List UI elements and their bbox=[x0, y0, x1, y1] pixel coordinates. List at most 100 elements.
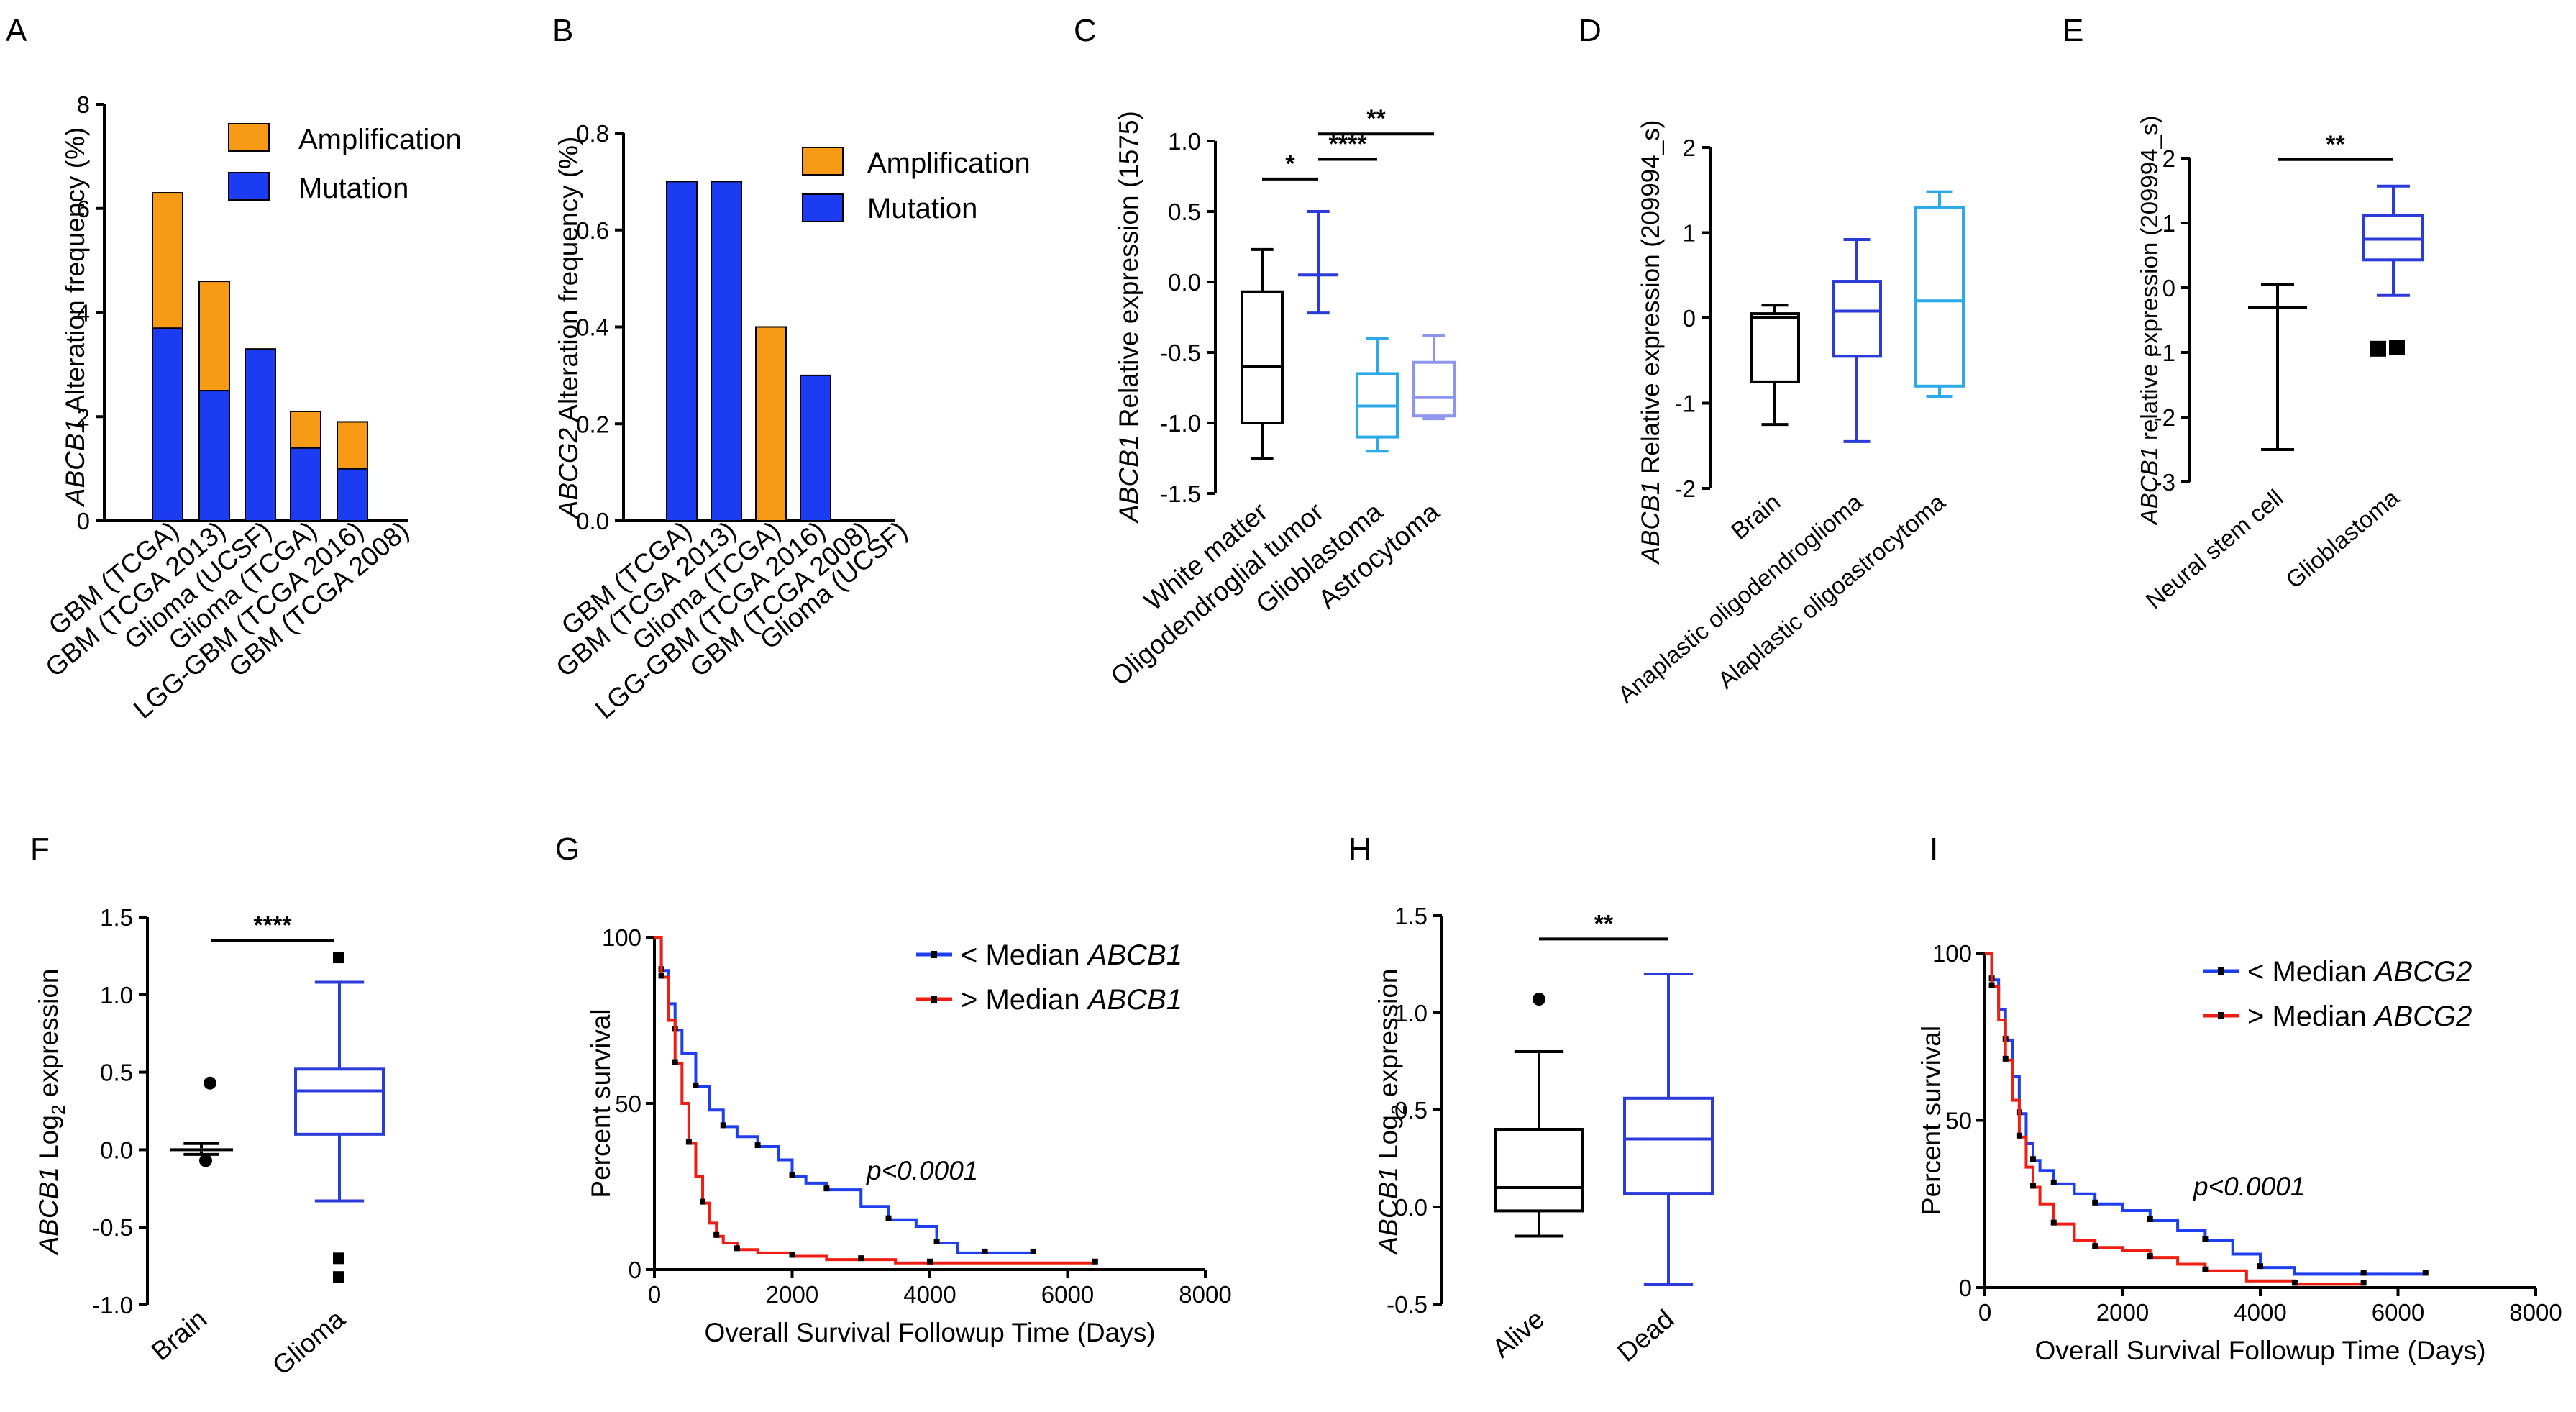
y-label-text: Alteration frequency (%) bbox=[554, 137, 583, 428]
panel-d-chart: -2 -1 0 1 2 ABCB1 Relative expression (209994… bbox=[1612, 120, 1965, 708]
x-tick-label: 2000 bbox=[2096, 1299, 2149, 1326]
y-tick-label: 0.0 bbox=[1168, 269, 1201, 296]
outlier-point bbox=[204, 1076, 216, 1090]
legend-space bbox=[1080, 984, 1088, 1016]
y-tick-label: 50 bbox=[1945, 1108, 1972, 1134]
x-axis-label: Overall Survival Followup Time (Days) bbox=[704, 1318, 1155, 1347]
censor-mark bbox=[789, 1252, 795, 1258]
censor-mark bbox=[713, 1231, 720, 1238]
outlier-point bbox=[2389, 340, 2405, 355]
y-tick-label: -0.5 bbox=[1387, 1291, 1428, 1318]
y-label-gene: ABCB1 bbox=[34, 1167, 63, 1255]
panel-letter-a: A bbox=[6, 13, 27, 48]
panel-letter-c: C bbox=[1074, 13, 1097, 48]
censor-mark bbox=[658, 973, 664, 979]
censor-mark bbox=[672, 1059, 678, 1065]
y-tick-label: -0.5 bbox=[1160, 340, 1201, 366]
y-tick-label: 1 bbox=[2162, 210, 2175, 237]
y-tick-label: -2 bbox=[1675, 475, 1696, 502]
censor-mark bbox=[789, 1172, 795, 1178]
y-axis-label: Percent survival bbox=[1917, 1026, 1946, 1215]
legend-label-low: < Median ABCB1 bbox=[961, 939, 1182, 971]
x-tick-label: 0 bbox=[1978, 1299, 1991, 1326]
y-tick-label: 1.0 bbox=[100, 982, 133, 1008]
y-tick-label: 0.4 bbox=[576, 314, 609, 341]
y-tick-label: 6 bbox=[77, 196, 90, 222]
panel-g-chart: 0 50 100 0 2000 4000 6000 8000 Overall Survival … bbox=[586, 924, 1232, 1347]
y-label-text: Relative expression (209994_s) bbox=[1637, 120, 1665, 481]
x-tick-label: 2000 bbox=[766, 1281, 818, 1308]
y-label-subscript: 2 bbox=[47, 1105, 69, 1115]
y-tick-label: -3 bbox=[2155, 469, 2175, 496]
p-value-annotation: p<0.0001 bbox=[866, 1156, 978, 1185]
y-tick-label: 0 bbox=[2162, 275, 2175, 301]
y-tick-label: 0.0 bbox=[1394, 1194, 1428, 1221]
survival-curve-high bbox=[654, 936, 1095, 1265]
y-tick-label: -1.5 bbox=[1160, 480, 1201, 507]
box-2-box bbox=[1623, 1096, 1714, 1195]
y-label-text: Log bbox=[34, 1115, 63, 1167]
censor-mark bbox=[2147, 1253, 2153, 1260]
panel-i-chart: 0 50 100 0 2000 4000 6000 8000 Overall Survival … bbox=[1917, 940, 2562, 1365]
y-label-gene: ABCG2 bbox=[554, 427, 583, 519]
censor-mark bbox=[2030, 1183, 2037, 1189]
y-tick-label: -1.0 bbox=[1160, 410, 1201, 437]
x-category-label: Neural stem cell bbox=[2140, 484, 2288, 614]
x-tick-label: 6000 bbox=[1041, 1281, 1094, 1308]
legend-text: < Median bbox=[2247, 956, 2367, 988]
censor-mark bbox=[2147, 1216, 2153, 1222]
y-tick-label: 0.5 bbox=[100, 1060, 133, 1086]
censor-mark bbox=[685, 1139, 692, 1145]
box-1-box bbox=[1241, 290, 1284, 424]
y-axis-label: ABCB1 Log2 expression bbox=[34, 968, 69, 1255]
bar-amplification bbox=[198, 281, 230, 392]
y-tick-label: -2 bbox=[2155, 404, 2175, 431]
y-tick-label: 0 bbox=[77, 508, 90, 534]
y-axis-label: Percent survival bbox=[586, 1008, 616, 1198]
box-1-box bbox=[1750, 312, 1800, 383]
y-tick-label: 0.0 bbox=[576, 508, 609, 534]
legend-censor-mark bbox=[2218, 1012, 2224, 1019]
panel-letter-e: E bbox=[2063, 13, 2083, 48]
y-tick-label: 100 bbox=[602, 924, 641, 951]
y-tick-label: 2 bbox=[77, 404, 90, 430]
box-2-box bbox=[294, 1067, 385, 1136]
y-tick-label: 1.5 bbox=[100, 904, 133, 931]
censor-mark bbox=[2016, 1132, 2022, 1139]
box-4-box bbox=[1412, 360, 1456, 418]
censor-mark bbox=[754, 1142, 761, 1149]
censor-mark bbox=[885, 1215, 892, 1221]
y-tick-label: 50 bbox=[615, 1090, 641, 1117]
significance-label: ** bbox=[2326, 131, 2345, 158]
significance-label: ** bbox=[1366, 105, 1386, 132]
censor-mark bbox=[1988, 982, 1995, 988]
censor-mark bbox=[2422, 1270, 2429, 1276]
y-tick-label: 8 bbox=[77, 91, 90, 118]
panel-h-chart: -0.5 0.0 0.5 1.0 1.5 ABCB1 Log2 expression ** A… bbox=[1374, 903, 1714, 1367]
x-tick-label: 8000 bbox=[2509, 1299, 2562, 1326]
bar-amplification bbox=[152, 192, 183, 329]
censor-mark bbox=[2360, 1280, 2367, 1286]
legend-swatch-amplification bbox=[228, 123, 270, 152]
legend-gene: ABCG2 bbox=[2373, 956, 2472, 988]
y-tick-label: 100 bbox=[1932, 940, 1972, 967]
bar-mutation bbox=[337, 468, 368, 521]
box-1-box bbox=[1494, 1128, 1584, 1213]
censor-mark bbox=[2092, 1243, 2098, 1249]
panel-letter-f: F bbox=[30, 832, 50, 867]
legend-text: > Median bbox=[2247, 1001, 2367, 1032]
censor-mark bbox=[2257, 1263, 2263, 1270]
y-tick-label: 0 bbox=[629, 1257, 641, 1283]
panel-letter-b: B bbox=[552, 13, 573, 48]
censor-mark bbox=[720, 1122, 726, 1129]
legend-gene: ABCB1 bbox=[1087, 984, 1182, 1016]
box-3-box bbox=[1914, 205, 1965, 388]
y-label-gene: ABCB1 bbox=[2136, 447, 2162, 526]
y-tick-label: -1 bbox=[2155, 340, 2175, 366]
legend-label-high: > Median ABCG2 bbox=[2247, 1001, 2472, 1032]
y-label-gene: ABCB1 bbox=[1114, 435, 1143, 524]
legend-label-amplification: Amplification bbox=[298, 124, 462, 155]
y-label-text: Alteration frequency (%) bbox=[60, 127, 90, 419]
